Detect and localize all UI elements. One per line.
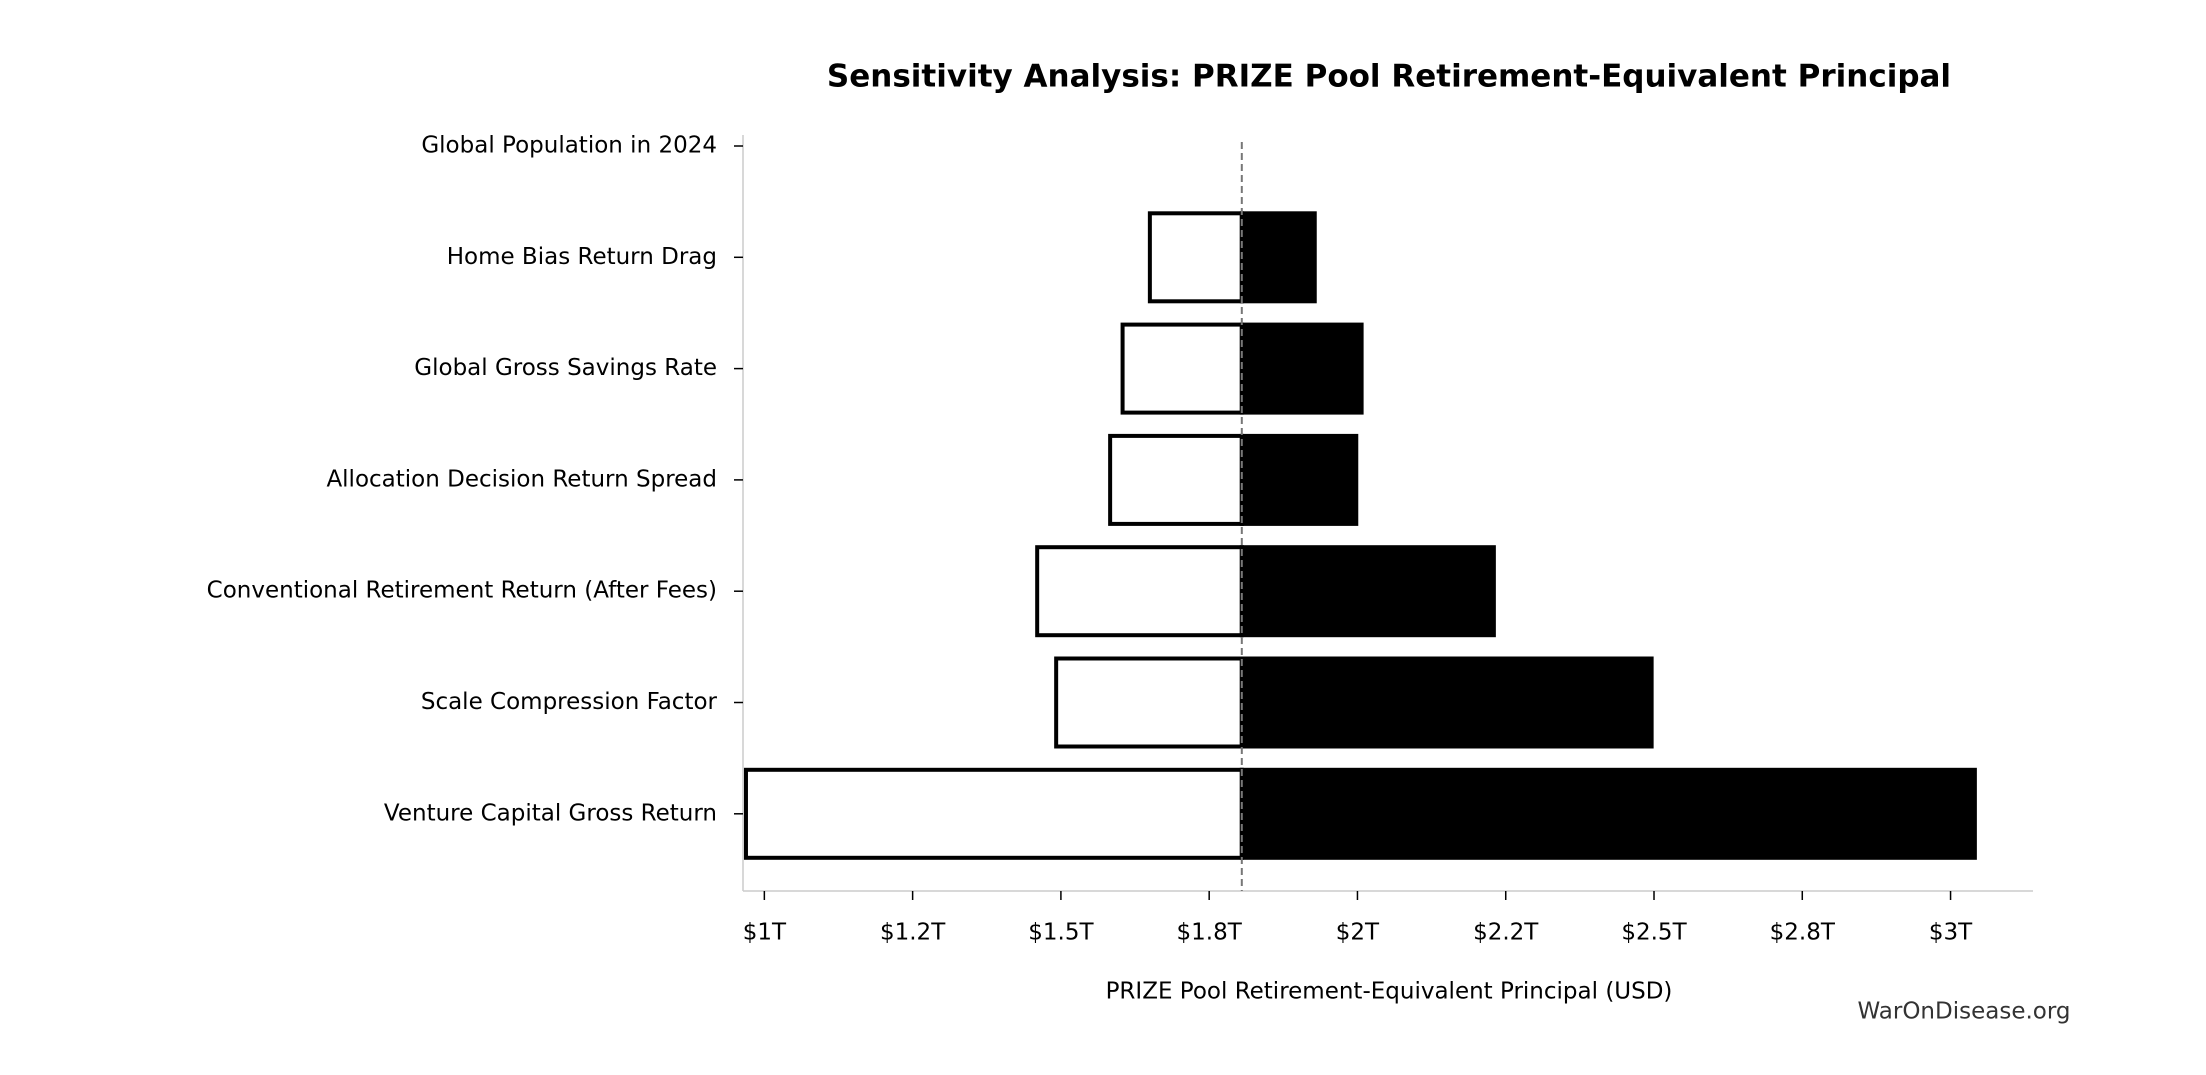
bar bbox=[1239, 433, 1359, 526]
x-tick-label: $3T bbox=[1929, 920, 1973, 946]
bar bbox=[1035, 545, 1244, 638]
x-tick-label: $2T bbox=[1336, 920, 1380, 946]
x-tick-label: $1T bbox=[743, 920, 787, 946]
bar bbox=[1239, 656, 1654, 749]
x-tick-label: $2.5T bbox=[1621, 920, 1687, 946]
bar bbox=[1147, 211, 1244, 304]
y-tick-label: Home Bias Return Drag bbox=[447, 244, 717, 270]
y-tick-label: Global Gross Savings Rate bbox=[414, 355, 717, 381]
x-axis-label: PRIZE Pool Retirement-Equivalent Princip… bbox=[1106, 979, 1673, 1005]
chart-title: Sensitivity Analysis: PRIZE Pool Retirem… bbox=[827, 59, 1951, 95]
bar bbox=[1239, 545, 1496, 638]
x-tick-label: $2.2T bbox=[1473, 920, 1539, 946]
y-tick-label: Scale Compression Factor bbox=[421, 689, 718, 715]
y-tick-label: Global Population in 2024 bbox=[421, 133, 717, 159]
bar bbox=[1054, 656, 1244, 749]
x-tick-label: $1.2T bbox=[880, 920, 946, 946]
y-tick-label: Conventional Retirement Return (After Fe… bbox=[207, 578, 717, 604]
bar bbox=[1108, 433, 1244, 526]
bar bbox=[1239, 322, 1364, 415]
y-tick-label: Venture Capital Gross Return bbox=[384, 800, 717, 826]
bar bbox=[743, 767, 1244, 860]
watermark: WarOnDisease.org bbox=[1858, 999, 2071, 1025]
bar bbox=[1239, 211, 1317, 304]
bar bbox=[1239, 767, 1977, 860]
bar bbox=[1120, 322, 1244, 415]
x-tick-label: $2.8T bbox=[1770, 920, 1836, 946]
x-tick-label: $1.8T bbox=[1177, 920, 1243, 946]
x-tick-label: $1.5T bbox=[1028, 920, 1094, 946]
y-tick-label: Allocation Decision Return Spread bbox=[326, 466, 717, 492]
